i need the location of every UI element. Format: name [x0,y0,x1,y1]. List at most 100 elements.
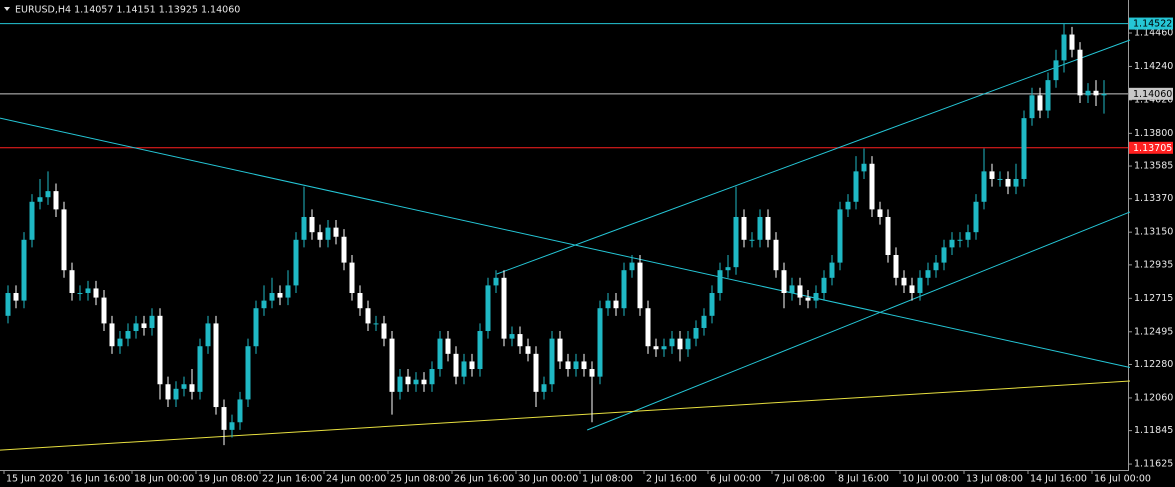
candle-body [77,293,83,295]
candle-body [397,376,403,392]
candle-body [125,331,131,339]
candle-body [253,308,259,347]
x-tick-label: 22 Jun 16:00 [262,474,322,485]
candle-body [157,315,163,385]
y-tick-label: 1.13800 [1134,128,1173,139]
y-tick-label: 1.14460 [1134,27,1173,38]
candle-body [765,216,771,240]
candle-body [349,262,355,294]
x-tick-label: 24 Jun 00:00 [326,474,386,485]
x-tick-label: 13 Jul 08:00 [966,474,1023,485]
price-level-box [1129,141,1173,154]
y-tick-label: 1.12280 [1134,359,1173,370]
trend-line [0,380,1131,451]
candle-body [965,232,971,240]
candle-body [437,338,443,370]
candle-body [117,338,123,347]
candle-body [477,331,483,370]
trend-line [587,211,1131,431]
y-tick-label: 1.14240 [1134,61,1173,72]
candle-body [453,353,459,377]
candle-body [805,297,811,301]
chart-header: EURUSD,H4 1.14057 1.14151 1.13925 1.1406… [15,5,240,16]
candle-body [925,270,931,278]
candle-body [869,163,875,210]
candle-body [621,270,627,309]
candle-body [485,285,491,332]
candle-body [221,407,227,430]
candle-body [93,288,99,298]
candle-body [1045,80,1051,111]
candle-body [133,323,139,332]
candle-body [917,277,923,294]
candle-body [661,346,667,350]
y-tick-label: 1.13370 [1134,193,1173,204]
candle-body [581,361,587,370]
price-level-label: 1.14060 [1133,89,1172,100]
y-tick-label: 1.13150 [1134,227,1173,238]
candle-body [301,216,307,240]
candle-body [885,216,891,255]
x-tick-label: 16 Jul 00:00 [1094,474,1151,485]
candle-body [45,191,51,198]
candle-body [821,277,827,294]
candle-body [733,216,739,268]
candle-body [413,379,419,385]
candle-body [285,285,291,298]
candle-body [861,163,867,172]
candle-body [1021,118,1027,179]
candle-body [1085,90,1091,96]
candle-body [989,171,995,179]
candle-body [101,297,107,324]
candle-body [773,239,779,271]
y-tick-label: 1.14020 [1134,94,1173,105]
candle-body [333,227,339,237]
candle-body [1077,49,1083,96]
candle-body [677,338,683,350]
candle-body [1037,95,1043,111]
x-tick-label: 26 Jun 16:00 [454,474,514,485]
candle-body [149,315,155,328]
x-tick-label: 2 Jul 16:00 [646,474,697,485]
candle-body [941,247,947,263]
menu-arrow[interactable] [4,7,10,11]
candle-body [669,338,675,347]
candle-body [173,388,179,400]
price-level-label: 1.14522 [1133,19,1172,30]
candle-body [837,209,843,263]
y-tick-label: 1.13585 [1134,161,1173,172]
candle-body [525,346,531,354]
price-level-box [1129,87,1173,100]
candle-body [493,277,499,286]
candle-body [85,288,91,294]
trend-line [496,39,1131,275]
price-level-box [1129,17,1173,30]
candle-body [509,334,515,339]
candle-body [789,285,795,294]
candle-body [613,300,619,309]
candle-body [1005,178,1011,187]
candle-body [229,422,235,430]
candle-body [277,293,283,298]
y-tick-label: 1.11625 [1134,459,1173,470]
candle-body [261,300,267,309]
candle-body [1013,178,1019,187]
candle-body [645,308,651,347]
candle-body [381,323,387,339]
candle-body [549,338,555,385]
x-tick-label: 30 Jun 00:00 [518,474,578,485]
candle-body [205,323,211,347]
candle-body [541,384,547,392]
candle-body [893,254,899,278]
trend-line [0,117,1131,369]
candle-body [573,361,579,370]
x-tick-label: 7 Jul 08:00 [774,474,825,485]
x-tick-label: 6 Jul 00:00 [710,474,761,485]
candle-body [533,353,539,392]
candle-body [717,270,723,294]
candle-body [981,171,987,202]
y-tick-label: 1.11845 [1134,425,1173,436]
candle-body [373,323,379,325]
candle-body [61,209,67,271]
